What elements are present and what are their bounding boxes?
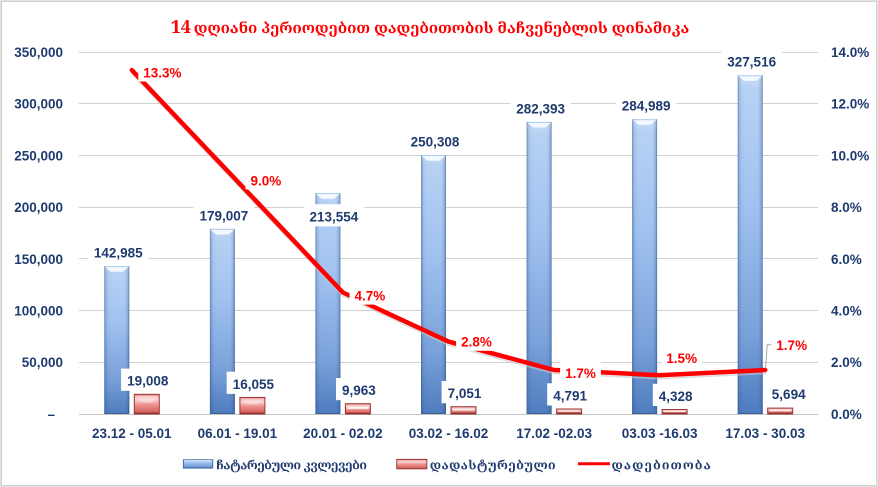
svg-text:19,008: 19,008 [127, 374, 169, 389]
svg-text:2.0%: 2.0% [831, 355, 862, 370]
svg-text:1.7%: 1.7% [776, 338, 807, 353]
svg-text:300,000: 300,000 [14, 97, 63, 112]
svg-text:150,000: 150,000 [14, 252, 63, 267]
svg-text:7,051: 7,051 [448, 386, 482, 401]
svg-text:13.3%: 13.3% [143, 65, 181, 80]
svg-text:16,055: 16,055 [233, 377, 275, 392]
svg-text:23.12 - 05.01: 23.12 - 05.01 [92, 426, 172, 441]
svg-text:–: – [47, 407, 55, 422]
svg-text:14.0%: 14.0% [831, 45, 869, 60]
svg-text:250,000: 250,000 [14, 148, 63, 163]
svg-text:6.0%: 6.0% [831, 252, 862, 267]
svg-text:1.5%: 1.5% [666, 351, 697, 366]
svg-text:9,963: 9,963 [342, 383, 376, 398]
svg-text:50,000: 50,000 [22, 355, 63, 370]
svg-text:200,000: 200,000 [14, 200, 63, 215]
svg-text:8.0%: 8.0% [831, 200, 862, 215]
svg-text:17.02 -02.03: 17.02 -02.03 [516, 426, 592, 441]
svg-text:12.0%: 12.0% [831, 97, 869, 112]
svg-text:4,791: 4,791 [553, 388, 587, 403]
svg-text:4.0%: 4.0% [831, 304, 862, 319]
svg-text:03.03 -16.03: 03.03 -16.03 [622, 426, 698, 441]
svg-text:4.7%: 4.7% [355, 289, 386, 304]
svg-text:142,985: 142,985 [94, 246, 143, 261]
svg-text:250,308: 250,308 [411, 135, 460, 150]
svg-text:03.02 - 16.02: 03.02 - 16.02 [409, 426, 489, 441]
svg-text:0.0%: 0.0% [831, 407, 862, 422]
svg-text:10.0%: 10.0% [831, 148, 869, 163]
svg-text:06.01 - 19.01: 06.01 - 19.01 [198, 426, 278, 441]
svg-text:4,328: 4,328 [659, 389, 693, 404]
svg-text:100,000: 100,000 [14, 304, 63, 319]
svg-text:282,393: 282,393 [516, 101, 565, 116]
svg-text:213,554: 213,554 [309, 209, 358, 224]
svg-text:179,007: 179,007 [199, 208, 248, 223]
svg-text:1.7%: 1.7% [565, 366, 596, 381]
svg-text:17.03 - 30.03: 17.03 - 30.03 [725, 426, 805, 441]
svg-text:327,516: 327,516 [727, 55, 776, 70]
svg-text:9.0%: 9.0% [251, 173, 282, 188]
svg-text:20.01 - 02.02: 20.01 - 02.02 [303, 426, 383, 441]
svg-text:2.8%: 2.8% [461, 335, 492, 350]
svg-text:5,694: 5,694 [772, 387, 806, 402]
svg-text:350,000: 350,000 [14, 45, 63, 60]
svg-text:284,989: 284,989 [622, 99, 671, 114]
